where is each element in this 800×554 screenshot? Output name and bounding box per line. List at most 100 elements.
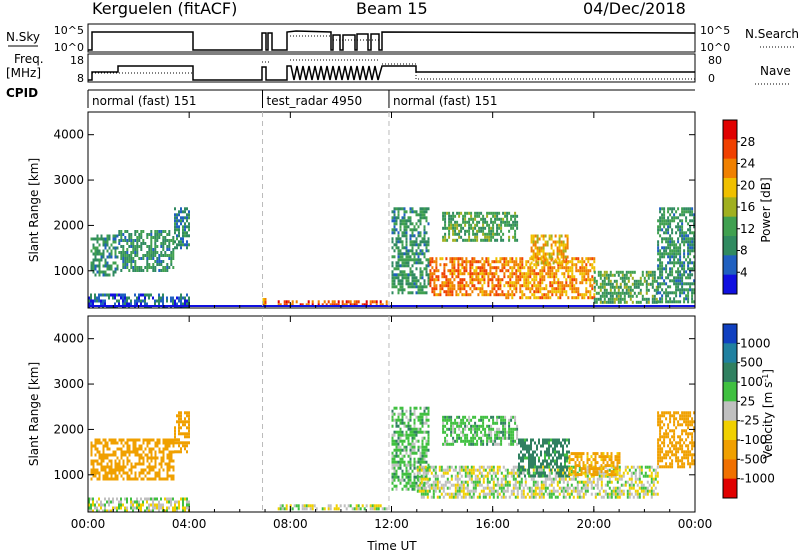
data-cell xyxy=(182,503,184,507)
data-cell xyxy=(647,270,650,274)
data-cell xyxy=(188,225,190,229)
data-cell xyxy=(434,477,437,481)
data-cell xyxy=(130,471,133,475)
data-cell xyxy=(487,281,490,285)
data-cell xyxy=(519,263,522,267)
data-cell xyxy=(102,249,105,253)
data-cell xyxy=(432,486,435,490)
data-cell xyxy=(413,457,416,461)
data-cell xyxy=(685,270,688,274)
data-cell xyxy=(523,281,526,285)
data-cell xyxy=(566,483,569,487)
y-tick-label: 1000 xyxy=(53,264,84,278)
data-cell xyxy=(391,451,394,455)
data-cell xyxy=(144,299,146,303)
data-cell xyxy=(110,293,112,297)
data-cell xyxy=(405,430,408,434)
data-cell xyxy=(168,456,171,460)
data-cell xyxy=(186,243,188,247)
data-cell xyxy=(150,468,153,472)
data-cell xyxy=(549,290,552,294)
data-cell xyxy=(673,255,676,259)
data-cell xyxy=(411,451,414,455)
data-cell xyxy=(571,272,574,276)
data-cell xyxy=(156,233,159,236)
data-cell xyxy=(659,270,662,274)
data-cell xyxy=(90,477,93,481)
data-cell xyxy=(519,290,522,294)
data-cell xyxy=(493,287,496,291)
data-cell xyxy=(516,238,519,242)
data-cell xyxy=(393,222,396,226)
freq-label: Freq. xyxy=(14,52,44,66)
data-cell xyxy=(557,296,560,300)
data-cell xyxy=(182,509,184,513)
data-cell xyxy=(681,210,684,214)
data-cell xyxy=(443,269,446,273)
data-cell xyxy=(661,240,664,244)
data-cell xyxy=(176,509,178,513)
data-cell xyxy=(500,217,503,221)
data-cell xyxy=(395,264,398,268)
data-cell xyxy=(490,220,493,224)
data-cell xyxy=(544,483,547,487)
data-cell xyxy=(553,275,556,279)
data-cell xyxy=(148,450,151,454)
data-cell xyxy=(659,297,662,301)
data-cell xyxy=(142,239,145,242)
data-cell xyxy=(152,438,155,442)
data-cell xyxy=(505,269,508,273)
data-cell xyxy=(438,489,441,493)
data-cell xyxy=(647,288,650,292)
data-cell xyxy=(405,261,408,265)
data-cell xyxy=(623,300,626,304)
colorbar-swatch xyxy=(723,236,737,256)
data-cell xyxy=(562,489,565,493)
data-cell xyxy=(178,219,180,223)
data-cell xyxy=(188,435,190,439)
data-cell xyxy=(176,420,178,424)
data-cell xyxy=(415,249,418,253)
data-cell xyxy=(516,442,519,446)
data-cell xyxy=(449,269,452,273)
data-cell xyxy=(488,433,491,437)
data-cell xyxy=(488,226,491,230)
data-cell xyxy=(134,248,137,251)
data-cell xyxy=(156,236,159,239)
data-cell xyxy=(397,415,400,419)
data-cell xyxy=(399,421,402,425)
data-cell xyxy=(124,257,127,260)
data-cell xyxy=(448,214,451,218)
data-cell xyxy=(491,275,494,279)
data-cell xyxy=(128,239,131,242)
data-cell xyxy=(520,483,523,487)
data-cell xyxy=(484,235,487,239)
data-cell xyxy=(395,421,398,425)
data-cell xyxy=(419,282,422,286)
data-cell xyxy=(661,288,664,292)
data-cell xyxy=(144,453,147,457)
data-cell xyxy=(150,230,153,233)
data-cell xyxy=(409,228,412,232)
data-cell xyxy=(548,450,550,454)
data-cell xyxy=(482,442,485,446)
data-cell xyxy=(429,275,432,279)
data-cell xyxy=(136,251,139,254)
data-cell xyxy=(423,445,426,449)
data-cell xyxy=(482,439,485,443)
data-cell xyxy=(635,285,638,289)
data-cell xyxy=(422,471,425,475)
data-cell xyxy=(673,258,676,262)
data-cell xyxy=(689,288,692,292)
data-cell xyxy=(494,214,497,218)
data-cell xyxy=(462,486,465,490)
data-cell xyxy=(433,287,436,291)
data-cell xyxy=(532,480,535,484)
data-cell xyxy=(687,264,690,268)
data-cell xyxy=(563,275,566,279)
data-cell xyxy=(589,269,592,273)
data-cell xyxy=(534,486,537,490)
data-cell xyxy=(104,468,107,472)
data-cell xyxy=(172,266,175,269)
data-cell xyxy=(623,294,626,298)
